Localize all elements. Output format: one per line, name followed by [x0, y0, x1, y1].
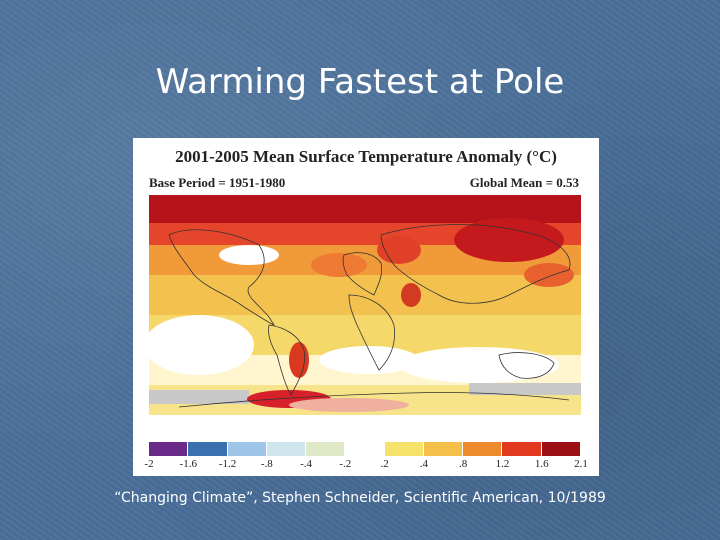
colorbar-swatch: [463, 442, 503, 456]
colorbar-swatch: [188, 442, 228, 456]
colorbar-tick-label: .8: [459, 458, 468, 470]
colorbar-swatch: [423, 442, 464, 456]
colorbar: [149, 442, 581, 456]
colorbar-swatch: [306, 442, 346, 456]
citation-caption: “Changing Climate”, Stephen Schneider, S…: [114, 490, 606, 506]
colorbar-swatch: [345, 442, 385, 456]
colorbar-swatch: [541, 442, 581, 456]
colorbar-tick-label: -.2: [339, 458, 352, 470]
figure-title: 2001-2005 Mean Surface Temperature Anoma…: [175, 147, 557, 166]
colorbar-tick-label: -2: [144, 458, 154, 470]
colorbar-swatch: [266, 442, 307, 456]
colorbar-tick-label: -.4: [300, 458, 313, 470]
colorbar-swatch: [502, 442, 542, 456]
base-period-label: Base Period = 1951-1980: [149, 175, 286, 190]
colorbar-tick-label: 2.1: [574, 458, 588, 470]
slide-title: Warming Fastest at Pole: [155, 62, 565, 102]
colorbar-tick-label: -.8: [260, 458, 273, 470]
colorbar-swatch: [384, 442, 424, 456]
colorbar-swatch: [227, 442, 267, 456]
colorbar-tick-label: .4: [419, 458, 429, 470]
world-anomaly-map: [149, 195, 581, 431]
colorbar-tick-label: 1.6: [534, 458, 549, 470]
global-mean-label: Global Mean = 0.53: [469, 175, 579, 190]
colorbar-tick-label: .2: [380, 458, 389, 470]
colorbar-tick-label: 1.2: [495, 458, 510, 470]
colorbar-tick-label: -1.2: [218, 458, 237, 470]
colorbar-tick-label: -1.6: [179, 458, 197, 470]
colorbar-swatch: [149, 442, 189, 456]
temperature-anomaly-figure: 2001-2005 Mean Surface Temperature Anoma…: [133, 138, 599, 476]
